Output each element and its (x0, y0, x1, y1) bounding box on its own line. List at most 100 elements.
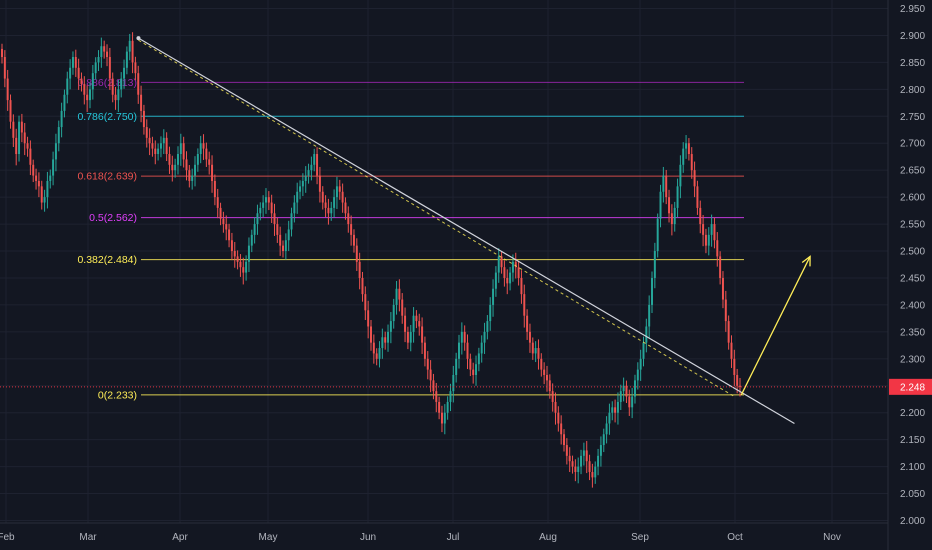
price-tick-label: 2.500 (900, 247, 925, 258)
candle-body (262, 202, 265, 208)
candle-body (97, 57, 100, 63)
candle-body (421, 326, 424, 343)
candle-body (429, 369, 432, 381)
price-tick-label: 2.000 (900, 516, 925, 527)
candle-body (270, 202, 273, 214)
price-tick-label: 2.150 (900, 435, 925, 446)
candle-body (247, 245, 250, 262)
candle-body (318, 175, 321, 192)
candle-body (250, 234, 253, 246)
candle-body (12, 121, 15, 138)
candle-body (665, 175, 668, 198)
price-axis[interactable]: 2.950 2.900 2.850 2.800 2.750 2.700 2.650 2.600… (900, 4, 925, 527)
candle-body (225, 224, 228, 230)
candle-body (245, 261, 248, 273)
candle-body (282, 245, 285, 252)
candle-body (704, 234, 707, 246)
candle-body (171, 164, 174, 171)
candle-body (676, 186, 679, 208)
candle-body (219, 207, 222, 219)
candle-body (228, 229, 231, 241)
candle-body (438, 401, 441, 413)
candle-body (475, 364, 478, 375)
candle-body (202, 143, 205, 149)
candle-body (483, 331, 486, 343)
candle-body (509, 272, 512, 284)
fib-level-label: 0.786(2.750) (77, 111, 137, 123)
candle-body (494, 272, 497, 289)
candle-body (440, 412, 443, 424)
candle-body (361, 277, 364, 295)
price-tick-label: 2.350 (900, 327, 925, 338)
candle-body (608, 412, 611, 424)
candle-body (188, 170, 191, 181)
drawing-tools[interactable] (136, 36, 811, 425)
candle-body (682, 148, 685, 165)
candle-body (52, 159, 55, 176)
time-axis[interactable]: Feb Mar Apr May Jun Jul Aug Sep Oct Nov (0, 532, 841, 543)
candle-body (49, 175, 52, 181)
fibonacci-retracement[interactable]: 0.886(2.813) 0.786(2.750) 0.618(2.639) 0.5(… (77, 77, 744, 402)
candle-body (355, 245, 358, 262)
candle-body (730, 342, 733, 359)
time-tick-label: Nov (823, 532, 841, 543)
candle-body (631, 396, 634, 408)
candle-body (9, 100, 12, 122)
candle-body (86, 94, 89, 101)
candle-body (276, 224, 279, 235)
candle-body (236, 256, 239, 262)
candle-body (253, 224, 256, 235)
candle-body (526, 315, 529, 332)
candle-body (321, 191, 324, 203)
candle-body (511, 261, 514, 273)
candle-body (310, 164, 313, 171)
candle-body (37, 180, 40, 187)
fib-level-label: 0.5(2.562) (89, 212, 137, 224)
candle-body (727, 321, 730, 343)
candle-body (472, 369, 475, 375)
fib-level-label: 0.618(2.639) (77, 171, 137, 183)
candle-body (594, 466, 597, 478)
candle-body (387, 331, 390, 343)
candle-body (148, 137, 151, 144)
candle-body (191, 175, 194, 181)
candle-body (88, 89, 91, 101)
candle-body (423, 342, 426, 359)
candle-body (693, 170, 696, 187)
candle-body (463, 331, 466, 343)
candle-body (381, 337, 384, 349)
fib-level-label: 0.382(2.484) (77, 254, 137, 266)
candle-body (514, 261, 517, 268)
price-tick-label: 2.750 (900, 112, 925, 123)
candle-body (216, 197, 219, 208)
candle-body (548, 380, 551, 392)
price-tick-label: 2.700 (900, 139, 925, 150)
candle-body (480, 342, 483, 354)
price-tick-label: 2.800 (900, 85, 925, 96)
candle-body (293, 202, 296, 214)
candle-body (256, 213, 259, 225)
candle-body (299, 186, 302, 192)
candle-body (486, 321, 489, 332)
candle-body (392, 304, 395, 322)
candle-body (333, 197, 336, 208)
candle-body (208, 159, 211, 165)
candle-body (466, 342, 469, 359)
candle-body (625, 385, 628, 397)
candle-body (503, 267, 506, 278)
price-tick-label: 2.400 (900, 300, 925, 311)
fib-level-label: 0.886(2.813) (77, 77, 137, 89)
price-tick-label: 2.550 (900, 220, 925, 231)
candle-body (358, 261, 361, 278)
candle-body (182, 143, 185, 160)
candle-body (599, 445, 602, 456)
candle-body (94, 62, 97, 74)
candle-body (446, 401, 449, 413)
candle-body (290, 213, 293, 230)
candle-body (523, 294, 526, 316)
candle-body (32, 164, 35, 176)
candle-body (108, 57, 111, 79)
candle-body (520, 277, 523, 295)
candle-body (137, 73, 140, 95)
